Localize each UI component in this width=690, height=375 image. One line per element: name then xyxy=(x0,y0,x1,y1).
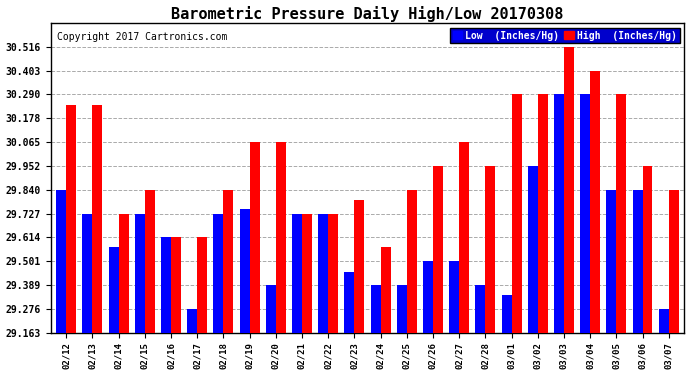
Bar xyxy=(292,213,302,333)
Bar xyxy=(302,213,312,333)
Bar xyxy=(161,237,171,333)
Bar xyxy=(197,237,207,333)
Bar xyxy=(57,190,66,333)
Bar xyxy=(590,70,600,333)
Bar xyxy=(669,190,679,333)
Bar xyxy=(66,105,76,333)
Bar xyxy=(135,213,145,333)
Bar xyxy=(633,190,642,333)
Bar xyxy=(580,94,590,333)
Bar xyxy=(239,209,250,333)
Bar xyxy=(328,213,338,333)
Bar xyxy=(397,285,407,333)
Bar xyxy=(371,285,381,333)
Bar xyxy=(659,309,669,333)
Bar xyxy=(119,213,128,333)
Bar xyxy=(528,166,538,333)
Bar xyxy=(109,247,119,333)
Bar xyxy=(538,94,548,333)
Bar xyxy=(344,272,355,333)
Bar xyxy=(187,309,197,333)
Bar xyxy=(459,142,469,333)
Bar xyxy=(423,261,433,333)
Bar xyxy=(407,190,417,333)
Bar xyxy=(381,247,391,333)
Bar xyxy=(276,142,286,333)
Bar xyxy=(171,237,181,333)
Bar xyxy=(266,285,276,333)
Bar xyxy=(355,200,364,333)
Bar xyxy=(449,261,459,333)
Bar xyxy=(642,166,653,333)
Bar xyxy=(433,166,443,333)
Bar xyxy=(318,213,328,333)
Bar xyxy=(213,213,224,333)
Bar xyxy=(511,94,522,333)
Text: Copyright 2017 Cartronics.com: Copyright 2017 Cartronics.com xyxy=(57,32,227,42)
Bar xyxy=(607,190,616,333)
Legend: Low  (Inches/Hg), High  (Inches/Hg): Low (Inches/Hg), High (Inches/Hg) xyxy=(450,28,680,44)
Bar xyxy=(485,166,495,333)
Bar xyxy=(224,190,233,333)
Bar xyxy=(554,94,564,333)
Bar xyxy=(502,296,511,333)
Bar xyxy=(250,142,259,333)
Bar xyxy=(92,105,102,333)
Bar xyxy=(616,94,627,333)
Title: Barometric Pressure Daily High/Low 20170308: Barometric Pressure Daily High/Low 20170… xyxy=(171,6,564,21)
Bar xyxy=(564,46,574,333)
Bar xyxy=(83,213,92,333)
Bar xyxy=(145,190,155,333)
Bar xyxy=(475,285,485,333)
